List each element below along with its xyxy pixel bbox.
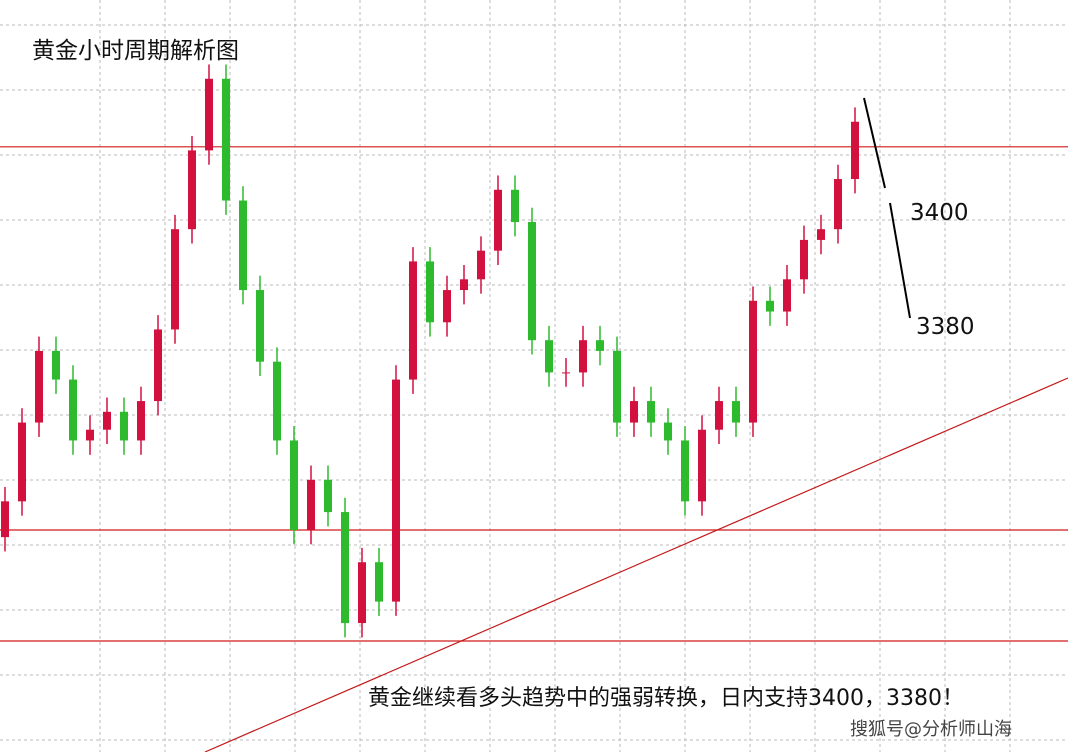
caption: 黄金继续看多头趋势中的强弱转换，日内支持3400，3380！ — [368, 686, 964, 711]
candle-body — [834, 179, 842, 230]
trend-line — [204, 377, 1068, 752]
candle-body — [171, 229, 179, 330]
watermark: 搜狐号@分析师山海 — [850, 719, 1012, 740]
candle-body — [443, 290, 451, 323]
candle-body — [545, 340, 553, 373]
candle-body — [562, 372, 570, 374]
candle-body — [35, 350, 43, 423]
candle-body — [613, 350, 621, 423]
candle-body — [307, 479, 315, 530]
candle-body — [698, 429, 706, 502]
candle-body — [69, 379, 77, 441]
candle-body — [341, 512, 349, 624]
candle-body — [766, 300, 774, 312]
candle-body — [681, 440, 689, 502]
candle-body — [460, 279, 468, 291]
candle-body — [800, 239, 808, 280]
candle-body — [103, 411, 111, 430]
candle-body — [375, 562, 383, 602]
candles — [1, 64, 859, 638]
candle-body — [630, 401, 638, 423]
candle-body — [256, 290, 264, 362]
candle-body — [732, 401, 740, 423]
annotation-stroke — [889, 202, 911, 319]
candle-body — [324, 479, 332, 513]
candle-body — [1, 501, 9, 538]
candle-body — [205, 78, 213, 151]
candle-body — [528, 222, 536, 341]
candle-body — [511, 189, 519, 223]
candle-body — [239, 200, 247, 291]
candle-body — [52, 350, 60, 380]
candle-body — [579, 340, 587, 373]
annotation: 3400 — [910, 200, 969, 226]
candle-body — [86, 429, 94, 441]
candle-body — [18, 422, 26, 502]
annotation-stroke — [863, 97, 886, 189]
candle-body — [358, 562, 366, 624]
candle-body — [477, 250, 485, 280]
candle-body — [392, 379, 400, 602]
candle-body — [817, 229, 825, 240]
candle-body — [222, 78, 230, 201]
candle-body — [188, 150, 196, 230]
candle-body — [851, 121, 859, 180]
levels — [0, 146, 1068, 642]
candle-body — [494, 189, 502, 251]
candle-body — [120, 411, 128, 441]
candle-body — [273, 361, 281, 441]
candle-body — [426, 261, 434, 323]
candle-body — [664, 422, 672, 441]
candle-body — [137, 401, 145, 441]
annotation: 3380 — [916, 314, 975, 340]
candle-body — [647, 401, 655, 423]
candle-body — [596, 340, 604, 351]
candle-body — [154, 329, 162, 402]
candle-body — [715, 401, 723, 430]
candle-body — [783, 279, 791, 312]
candle-body — [290, 440, 298, 530]
candle-body — [749, 300, 757, 423]
chart-title: 黄金小时周期解析图 — [32, 38, 239, 64]
candle-body — [409, 261, 417, 380]
